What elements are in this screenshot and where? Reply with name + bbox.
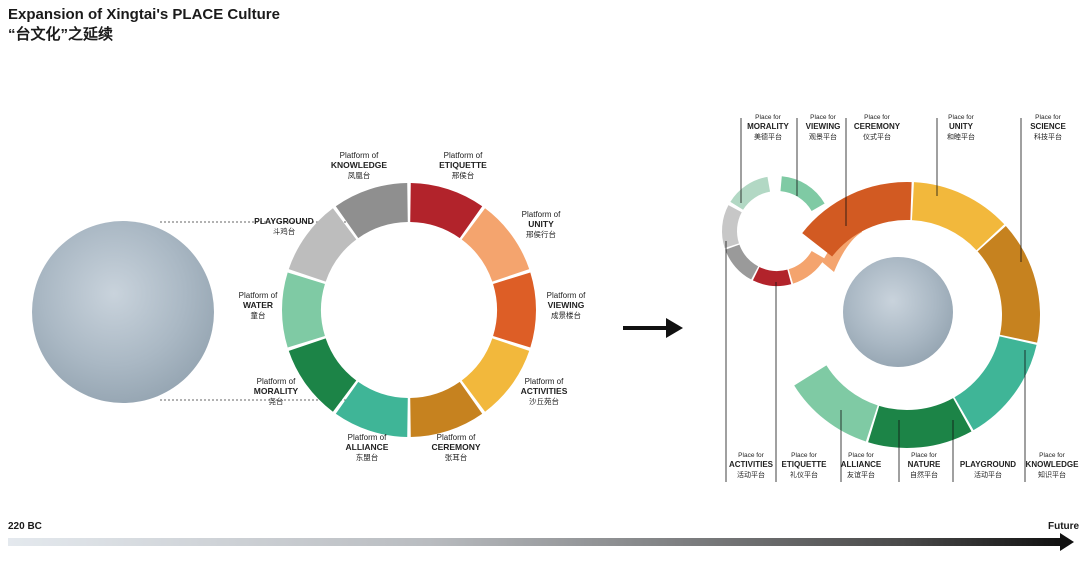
small-ring-segment-1 xyxy=(730,176,771,210)
large-ring-segment-1 xyxy=(802,182,912,257)
top-label-morality-line3: 美德平台 xyxy=(754,132,782,141)
right-large-ring xyxy=(794,182,1041,448)
bottom-label-knowledge-line2: KNOWLEDGE xyxy=(1026,460,1080,469)
left-label-water-line3: 童台 xyxy=(251,310,266,320)
left-label-activities-line3: 沙丘苑台 xyxy=(529,396,559,406)
bottom-label-nature-line2: NATURE xyxy=(908,460,941,469)
left-label-etiquette-line3: 邢侯台 xyxy=(452,170,475,180)
left-label-unity-line3: 邢侯行台 xyxy=(526,229,556,239)
bottom-label-etiquette-line3: 礼仪平台 xyxy=(790,470,818,479)
left-label-morality-line2: MORALITY xyxy=(254,386,299,396)
left-label-activities-line1: Platform of xyxy=(525,377,564,386)
left-label-viewing-line3: 成景楼台 xyxy=(551,310,581,320)
top-label-ceremony-line1: Place for xyxy=(864,114,890,121)
left-label-activities-line2: ACTIVITIES xyxy=(521,386,568,396)
left-label-unity-line1: Platform of xyxy=(522,210,561,219)
left-ring-segment-viewing xyxy=(461,338,530,412)
left-photo-disk xyxy=(32,221,214,403)
left-label-viewing-line1: Platform of xyxy=(547,291,586,300)
left-label-ceremony-line3: 张耳台 xyxy=(445,452,468,462)
right-photo-disk xyxy=(843,257,953,367)
left-label-viewing-line2: VIEWING xyxy=(548,300,585,310)
bottom-label-alliance-line1: Place for xyxy=(848,452,874,459)
left-label-knowledge-line2: KNOWLEDGE xyxy=(331,160,388,170)
left-label-morality-line1: Platform of xyxy=(257,377,296,386)
top-label-science-line2: SCIENCE xyxy=(1030,122,1066,131)
top-label-unity-line3: 和睦平台 xyxy=(947,132,975,141)
right-leader-lines xyxy=(725,118,1026,482)
bottom-label-etiquette-line1: Place for xyxy=(791,452,817,459)
bottom-label-playground-line3: 活动平台 xyxy=(974,470,1002,479)
left-ring-segment-activities xyxy=(410,381,483,437)
top-label-unity-line1: Place for xyxy=(948,114,974,121)
top-label-ceremony-line2: CEREMONY xyxy=(854,122,901,131)
top-label-science-line1: Place for xyxy=(1035,114,1061,121)
small-ring-segment-4 xyxy=(725,244,759,280)
bottom-label-playground-line2: PLAYGROUND xyxy=(960,460,1016,469)
timeline-bar xyxy=(8,538,1060,546)
left-ring-segment-knowledge xyxy=(410,183,483,239)
left-label-alliance-line1: Platform of xyxy=(348,433,387,442)
bottom-label-nature-line1: Place for xyxy=(911,452,937,459)
left-label-ceremony-line2: CEREMONY xyxy=(431,442,480,452)
bottom-label-activities-line1: Place for xyxy=(738,452,764,459)
left-label-etiquette-line2: ETIQUETTE xyxy=(439,160,487,170)
left-platform-ring xyxy=(282,183,537,437)
top-label-science-line3: 科技平台 xyxy=(1034,132,1062,141)
page-title: Expansion of Xingtai's PLACE Culture xyxy=(8,6,280,23)
left-label-knowledge-line1: Platform of xyxy=(340,151,379,160)
left-label-ceremony-line1: Platform of xyxy=(437,433,476,442)
bottom-label-activities-line2: ACTIVITIES xyxy=(729,460,774,469)
left-label-playground-line2: PLAYGROUND xyxy=(254,216,314,226)
small-ring-segment-5 xyxy=(752,266,792,286)
left-ring-segment-unity xyxy=(493,272,537,348)
left-ring-segment-ceremony xyxy=(335,381,408,437)
bottom-label-nature-line3: 自然平台 xyxy=(910,470,938,479)
bottom-label-knowledge-line1: Place for xyxy=(1039,452,1065,459)
bottom-label-alliance-line3: 友谊平台 xyxy=(847,470,875,479)
left-label-unity-line2: UNITY xyxy=(528,219,554,229)
small-ring-segment-2 xyxy=(780,176,825,211)
timeline-end-label: Future xyxy=(1048,521,1080,532)
left-ring-segment-morality xyxy=(282,272,325,348)
left-ring-segment-playground xyxy=(335,183,408,239)
large-ring-segment-6 xyxy=(794,365,878,442)
top-label-morality-line2: MORALITY xyxy=(747,122,789,131)
top-label-viewing-line1: Place for xyxy=(810,114,836,121)
left-label-water-line1: Platform of xyxy=(239,291,278,300)
timeline-start-label: 220 BC xyxy=(8,521,42,532)
bottom-label-etiquette-line2: ETIQUETTE xyxy=(782,460,828,469)
left-label-water-line2: WATER xyxy=(243,300,273,310)
left-label-etiquette-line1: Platform of xyxy=(444,151,483,160)
page-subtitle: “台文化”之延续 xyxy=(8,26,114,43)
bottom-label-activities-line3: 活动平台 xyxy=(737,470,765,479)
top-label-ceremony-line3: 仪式平台 xyxy=(863,132,891,141)
large-ring-segment-5 xyxy=(868,398,972,448)
left-ring-segment-alliance xyxy=(288,338,357,412)
bottom-label-alliance-line2: ALLIANCE xyxy=(841,460,882,469)
left-label-playground-line3: 斗鸡台 xyxy=(273,226,296,236)
large-ring-segment-2 xyxy=(911,182,1005,251)
timeline-arrowhead xyxy=(1060,533,1074,551)
large-ring-segment-3 xyxy=(977,226,1041,343)
top-label-unity-line2: UNITY xyxy=(949,122,974,131)
left-ring-segment-etiquette xyxy=(461,208,530,282)
small-ring-segment-3 xyxy=(722,205,742,248)
top-label-morality-line1: Place for xyxy=(755,114,781,121)
left-label-knowledge-line3: 凤凰台 xyxy=(348,170,371,180)
left-label-alliance-line2: ALLIANCE xyxy=(346,442,389,452)
transition-arrow xyxy=(623,318,683,338)
bottom-label-knowledge-line3: 知识平台 xyxy=(1038,470,1066,479)
left-label-alliance-line3: 东盟台 xyxy=(356,452,379,462)
left-ring-segment-water xyxy=(288,208,357,282)
right-small-ring xyxy=(722,176,862,286)
top-label-viewing-line2: VIEWING xyxy=(806,122,841,131)
top-label-viewing-line3: 观景平台 xyxy=(809,132,837,141)
left-label-morality-line3: 尧台 xyxy=(269,396,284,406)
large-ring-segment-4 xyxy=(954,336,1037,431)
small-ring-segment-6 xyxy=(788,251,825,284)
